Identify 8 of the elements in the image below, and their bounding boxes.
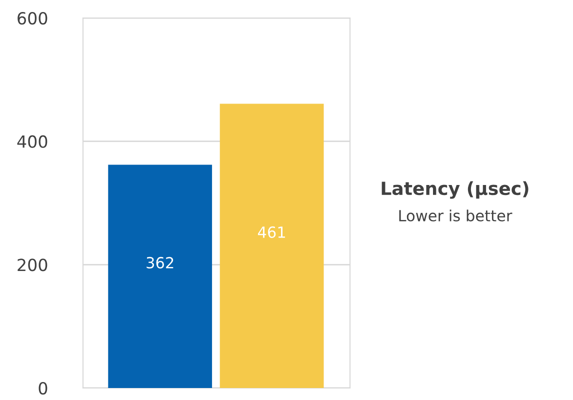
y-tick-label: 0 <box>38 382 48 395</box>
y-tick-label: 600 <box>18 12 48 25</box>
y-tick-label: 400 <box>17 135 48 148</box>
text: Lower is better <box>399 210 512 222</box>
text: Latency (µsec) <box>382 181 528 199</box>
data-label: 461 <box>258 226 285 238</box>
data-label: 362 <box>146 256 174 268</box>
y-tick-label: 200 <box>18 258 48 272</box>
